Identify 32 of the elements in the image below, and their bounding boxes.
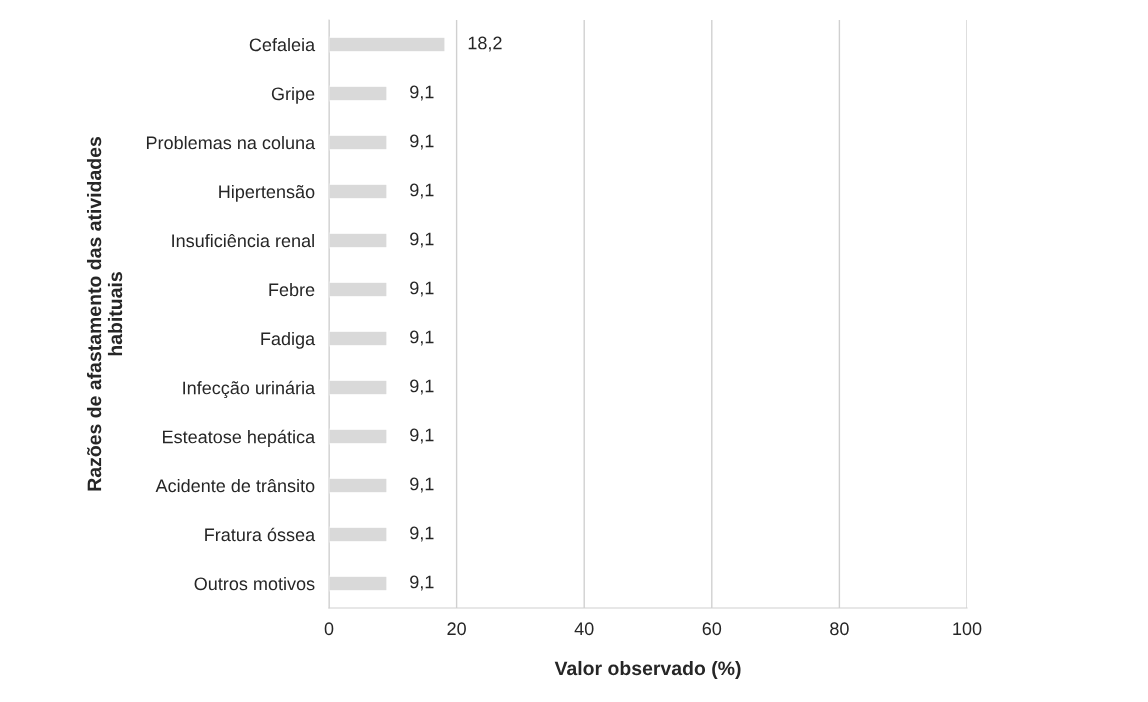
y-tick-label: Problemas na coluna: [146, 135, 316, 150]
data-label: 9,1: [410, 330, 434, 346]
y-tick-label: Esteatose hepática: [163, 429, 316, 447]
y-tick-label: Infecção urinária: [183, 380, 316, 398]
y-tick-label: Insuficiência renal: [172, 233, 314, 248]
data-label: 9,1: [410, 379, 434, 395]
y-tick-label: Fratura óssea: [205, 527, 316, 542]
x-tick-label: 60: [702, 622, 722, 636]
y-tick-label: Outros motivos: [194, 576, 315, 591]
x-tick-label: 100: [953, 622, 982, 636]
y-tick-label: Acidente de trânsito: [155, 478, 315, 493]
data-label: 9,1: [410, 428, 434, 444]
data-label: 9,1: [410, 134, 434, 150]
data-label: 9,1: [410, 477, 434, 493]
y-axis-title: Razões de afastamento das atividades habituais: [86, 137, 123, 491]
data-label: 9,1: [410, 183, 434, 199]
y-tick-label: Hipertensão: [219, 184, 315, 202]
data-label: 9,1: [410, 85, 434, 101]
y-tick-label: Gripe: [271, 86, 315, 104]
data-label: 18,2: [468, 36, 502, 52]
data-label: 9,1: [410, 232, 434, 248]
x-tick-label: 80: [830, 622, 849, 636]
x-axis-title: Valor observado (%): [554, 660, 741, 680]
y-tick-label: Cefaleia: [249, 37, 316, 52]
y-tick-label: Febre: [269, 282, 315, 297]
x-tick-label: 0: [324, 622, 334, 636]
y-tick-label: Fadiga: [261, 331, 316, 349]
data-label: 9,1: [410, 575, 434, 591]
x-tick-label: 40: [574, 622, 594, 636]
data-label: 9,1: [410, 281, 434, 297]
data-label: 9,1: [410, 526, 434, 542]
x-tick-label: 20: [447, 622, 466, 636]
